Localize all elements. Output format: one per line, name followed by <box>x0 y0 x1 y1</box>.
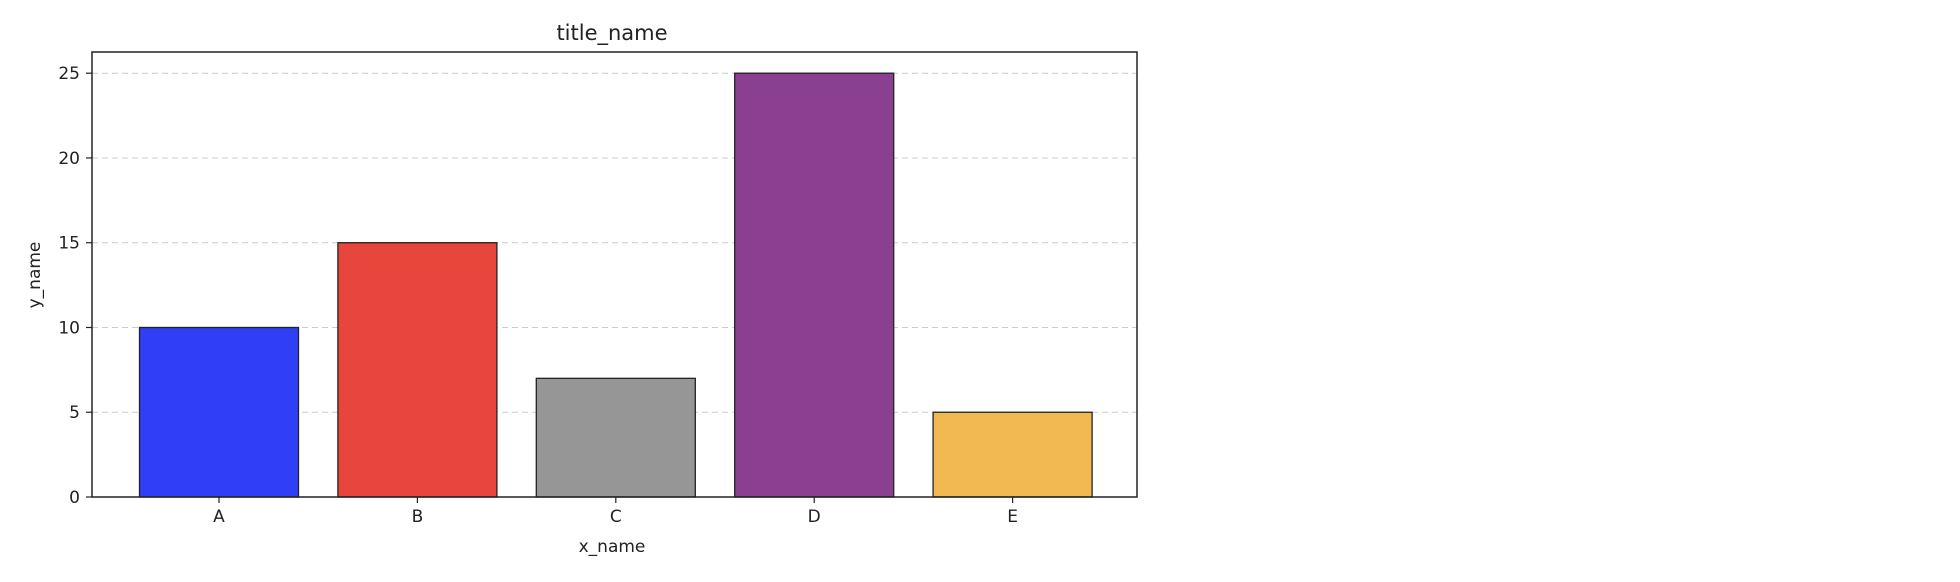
bar-b <box>337 242 498 498</box>
y-axis-title: y_name <box>25 242 45 309</box>
y-tick-label: 5 <box>69 403 80 423</box>
y-tick-label: 20 <box>58 149 80 169</box>
x-tick-label: E <box>1007 507 1018 527</box>
x-tick-label: D <box>808 507 821 527</box>
bar-d <box>734 72 895 498</box>
y-tick-label: 10 <box>58 318 80 338</box>
y-tick-label: 0 <box>69 488 80 508</box>
bars <box>138 72 1093 498</box>
y-tick-label: 25 <box>58 64 80 84</box>
x-tick-label: A <box>213 507 225 527</box>
x-axis-ticks: A B C D E <box>213 497 1018 527</box>
x-tick-label: C <box>610 507 622 527</box>
y-axis-ticks: 0 5 10 15 20 25 <box>58 64 92 508</box>
x-tick-label: B <box>412 507 424 527</box>
chart-title: title_name <box>556 21 667 46</box>
bar-a <box>138 326 300 498</box>
bar-e <box>932 411 1093 498</box>
plot-frame <box>91 51 1138 498</box>
y-tick-label: 15 <box>58 234 80 254</box>
x-axis-title: x_name <box>579 537 646 557</box>
bar-c <box>535 377 696 498</box>
